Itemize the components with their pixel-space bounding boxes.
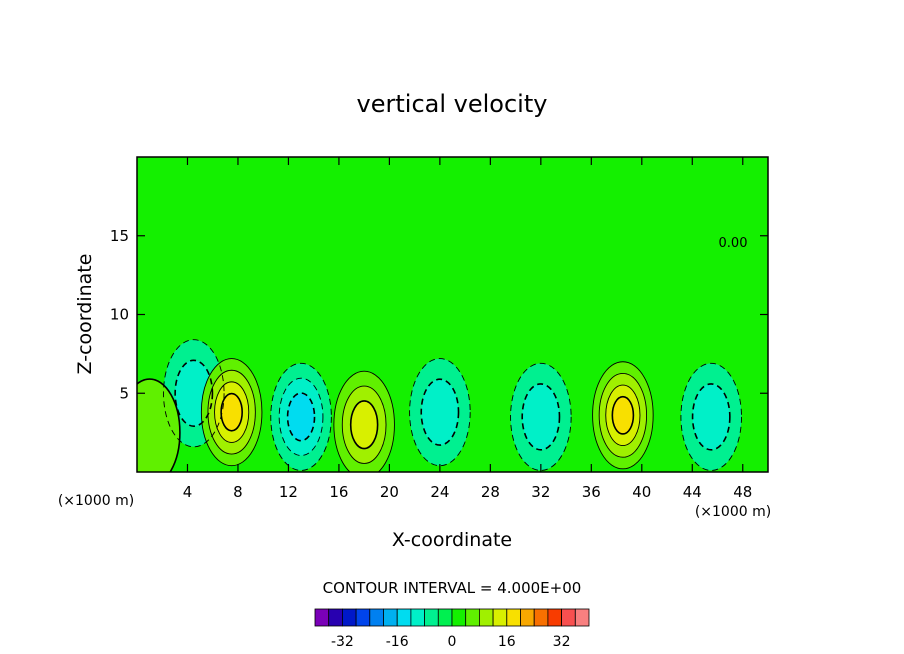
x-unit-label-right: (×1000 m) — [695, 504, 771, 520]
colorbar-swatch-13 — [492, 608, 508, 627]
contour-fill-5-2 — [522, 383, 560, 450]
colorbar-swatch-19 — [574, 608, 590, 627]
colorbar-swatch-5 — [383, 608, 398, 627]
colorbar-swatch-18 — [561, 608, 576, 627]
colorbar-swatch-9 — [437, 608, 453, 627]
colorbar-tick-label-4: 32 — [553, 634, 571, 650]
contour-fill-2-3 — [287, 393, 315, 441]
x-axis-label: X-coordinate — [392, 529, 512, 551]
colorbar-tick-label-3: 16 — [498, 634, 516, 650]
contour-line-5-1 — [510, 362, 572, 471]
contour-line-6-2 — [598, 372, 648, 458]
colorbar-swatch-17 — [547, 608, 563, 627]
contour-line-7-1 — [680, 362, 742, 471]
contour-line-2-1 — [270, 362, 332, 471]
x-tick-label-16: 16 — [329, 483, 348, 501]
colorbar-swatch-11 — [465, 608, 480, 627]
x-tick-label-48: 48 — [733, 483, 752, 501]
colorbar-swatch-2 — [341, 608, 357, 627]
x-tick-label-4: 4 — [183, 483, 193, 501]
y-tick-label-5: 5 — [119, 384, 129, 402]
colorbar-swatch-0 — [314, 608, 330, 627]
contour-line-1-4 — [220, 392, 243, 432]
contour-line-3-1 — [333, 370, 395, 472]
contour-line-4-1 — [409, 358, 471, 467]
y-axis: 5 10 15 — [110, 227, 768, 402]
y-axis-label: Z-coordinate — [74, 254, 96, 375]
contour-line-5-2 — [521, 383, 561, 451]
contour-line-6-1 — [592, 361, 654, 470]
contour-line-3-2 — [341, 385, 387, 464]
contour-label: 0.00 — [719, 236, 748, 251]
colorbar-tick-label-0: -32 — [331, 634, 354, 650]
colorbar-swatch-6 — [396, 608, 412, 627]
contour-fill-7-2 — [692, 383, 730, 450]
colorbar-swatch-15 — [520, 608, 535, 627]
contour-line-4-2 — [420, 378, 460, 446]
colorbar-swatch-10 — [451, 608, 467, 627]
contour-fill-4-2 — [421, 379, 459, 446]
contour-fill-3-3 — [350, 400, 378, 449]
y-tick-label-10: 10 — [110, 306, 129, 324]
contour-line-1-3 — [214, 381, 250, 443]
colorbar-swatch-12 — [478, 608, 494, 627]
x-unit-label-left: (×1000 m) — [58, 493, 134, 509]
x-tick-label-28: 28 — [481, 483, 500, 501]
colorbar-swatch-1 — [328, 608, 343, 627]
chart-title: vertical velocity — [357, 90, 548, 118]
x-tick-label-44: 44 — [683, 483, 702, 501]
colorbar — [314, 608, 590, 627]
contour-line-3-3 — [349, 400, 379, 450]
contour-line-6-4 — [611, 395, 635, 435]
x-tick-label-8: 8 — [233, 483, 243, 501]
contour-field — [137, 157, 768, 472]
contour-fill-8-1 — [137, 379, 180, 472]
contour-fill-1-4 — [221, 393, 243, 431]
colorbar-swatch-3 — [355, 608, 371, 627]
contour-line-8-1 — [137, 378, 181, 472]
contour-line-0-1 — [163, 339, 225, 448]
x-tick-label-20: 20 — [380, 483, 399, 501]
contour-line-1-1 — [200, 358, 263, 467]
colorbar-swatch-4 — [369, 608, 384, 627]
colorbar-ticks: -32 -16 0 16 32 — [331, 634, 571, 650]
contour-line-6-3 — [605, 384, 641, 447]
x-tick-label-24: 24 — [430, 483, 449, 501]
colorbar-tick-label-1: -16 — [386, 634, 409, 650]
colorbar-swatch-7 — [410, 608, 425, 627]
x-tick-label-12: 12 — [279, 483, 298, 501]
colorbar-swatch-16 — [533, 608, 549, 627]
contour-line-2-2 — [278, 377, 324, 457]
x-tick-label-32: 32 — [531, 483, 550, 501]
colorbar-swatch-14 — [506, 608, 521, 627]
contour-line-7-2 — [691, 383, 731, 451]
colorbar-tick-label-2: 0 — [448, 634, 457, 650]
x-tick-label-36: 36 — [582, 483, 601, 501]
colorbar-swatch-8 — [424, 608, 439, 627]
contour-line-0-2 — [174, 359, 214, 428]
x-axis: 4 8 12 16 20 24 28 32 36 40 44 48 — [183, 157, 752, 501]
contour-line-2-3 — [286, 392, 316, 442]
contour-lines — [137, 339, 742, 472]
contour-line-1-2 — [207, 369, 256, 455]
contour-interval-text: CONTOUR INTERVAL = 4.000E+00 — [323, 579, 582, 597]
x-tick-label-40: 40 — [632, 483, 651, 501]
y-tick-label-15: 15 — [110, 227, 129, 245]
contour-fill-6-4 — [612, 396, 634, 434]
